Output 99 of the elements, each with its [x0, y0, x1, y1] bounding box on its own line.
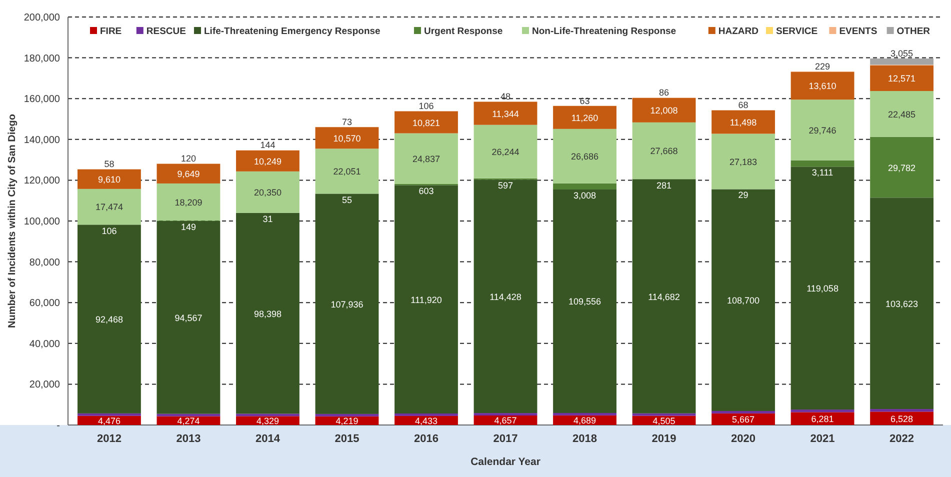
y-tick-label: 140,000 [24, 134, 60, 146]
x-tick-label: 2021 [810, 433, 835, 445]
data-label: 27,668 [650, 146, 678, 156]
x-tick-label: 2012 [96, 433, 122, 445]
data-label: 119,058 [806, 284, 838, 294]
x-tick-label: 2013 [176, 433, 201, 445]
legend-label: Non-Life-Threatening Response [532, 26, 676, 37]
legend-label: Urgent Response [424, 26, 503, 37]
legend-label: SERVICE [776, 26, 818, 37]
legend-label: HAZARD [718, 26, 759, 37]
data-label: 12,008 [650, 106, 678, 116]
data-label: 106 [418, 101, 434, 112]
x-tick-label: 2020 [731, 433, 756, 445]
data-label: 281 [656, 180, 672, 190]
data-label: 4,505 [652, 416, 676, 426]
data-label: 17,474 [95, 202, 123, 212]
data-label: 11,498 [730, 118, 757, 128]
legend-label: EVENTS [839, 26, 878, 37]
data-label: 109,556 [568, 296, 602, 307]
x-tick-label: 2022 [890, 433, 914, 445]
data-label: 9,610 [98, 174, 120, 185]
legend-label: OTHER [896, 26, 930, 37]
y-tick-label: 80,000 [29, 257, 60, 268]
data-label: 73 [342, 116, 352, 127]
data-label: 4,689 [573, 416, 596, 426]
y-tick-label: 40,000 [29, 338, 60, 350]
data-label: 22,051 [333, 166, 361, 177]
x-tick-label: 2014 [255, 433, 281, 445]
data-label: 58 [104, 159, 114, 170]
data-label: 29,746 [808, 125, 836, 136]
data-label: 4,433 [414, 416, 438, 426]
data-label: 22,485 [888, 109, 916, 120]
legend-label: FIRE [100, 26, 122, 37]
data-label: 229 [815, 61, 830, 72]
data-label: 86 [659, 88, 670, 98]
data-label: 26,686 [570, 152, 599, 162]
x-tick-label: 2015 [334, 433, 360, 445]
y-tick-label: 100,000 [24, 216, 60, 228]
data-label: 24,837 [412, 154, 440, 164]
x-axis-title: Calendar Year [470, 456, 540, 468]
data-label: 106 [102, 226, 117, 236]
y-axis-title: Number of Incidents within City of San Diego [7, 114, 18, 328]
data-label: 9,649 [177, 169, 200, 180]
data-label: 94,567 [174, 312, 202, 323]
x-tick-label: 2016 [414, 433, 438, 445]
legend-label: RESCUE [146, 26, 186, 37]
x-tick-label: 2018 [572, 433, 597, 445]
data-label: 4,476 [98, 416, 120, 426]
data-label: 11,260 [571, 112, 598, 123]
data-label: 5,667 [732, 414, 755, 425]
y-tick-label: 120,000 [24, 176, 60, 187]
y-tick-label: 20,000 [29, 380, 60, 391]
data-label: 29,782 [888, 162, 916, 173]
data-label: 63 [580, 96, 590, 106]
data-label: 29 [738, 190, 748, 200]
y-tick-label: - [56, 420, 60, 432]
data-label: 48 [500, 92, 511, 102]
data-label: 4,274 [177, 416, 200, 426]
data-label: 31 [262, 214, 273, 224]
data-label: 98,398 [254, 308, 282, 319]
y-tick-label: 180,000 [24, 53, 60, 64]
data-label: 92,468 [95, 314, 123, 325]
data-label: 111,920 [410, 294, 442, 305]
data-label: 4,657 [494, 416, 517, 426]
data-label: 4,329 [256, 416, 279, 426]
x-tick-label: 2019 [652, 433, 676, 445]
data-label: 107,936 [330, 299, 364, 310]
data-label: 597 [498, 180, 514, 191]
data-label: 4,219 [336, 416, 358, 426]
data-label: 10,570 [333, 133, 361, 144]
data-label: 114,428 [490, 292, 522, 302]
data-label: 149 [180, 222, 196, 232]
data-label: 11,344 [492, 108, 519, 119]
data-label: 108,700 [727, 296, 760, 306]
data-label: 68 [738, 100, 748, 110]
data-label: 144 [260, 140, 276, 150]
data-label: 10,821 [412, 118, 440, 128]
data-label: 3,055 [890, 48, 914, 59]
data-label: 20,350 [254, 188, 282, 198]
x-tick-label: 2017 [493, 433, 518, 445]
y-tick-label: 60,000 [29, 298, 60, 310]
data-label: 3,008 [573, 190, 596, 200]
data-label: 3,111 [812, 168, 834, 178]
data-label: 18,209 [174, 198, 202, 208]
data-label: 103,623 [886, 298, 918, 309]
data-label: 13,610 [808, 81, 836, 92]
data-label: 26,244 [492, 147, 520, 158]
y-tick-label: 200,000 [24, 12, 60, 24]
data-label: 6,528 [890, 414, 914, 424]
data-label: 27,183 [730, 156, 758, 167]
data-label: 114,682 [648, 292, 680, 302]
legend-label: Life-Threatening Emergency Response [204, 26, 380, 37]
data-label: 12,571 [888, 74, 916, 84]
data-label: 6,281 [811, 414, 834, 424]
data-label: 603 [418, 186, 434, 196]
data-label: 120 [180, 154, 196, 164]
data-label: 55 [342, 194, 352, 205]
y-tick-label: 160,000 [24, 94, 60, 106]
data-label: 10,249 [254, 156, 282, 166]
